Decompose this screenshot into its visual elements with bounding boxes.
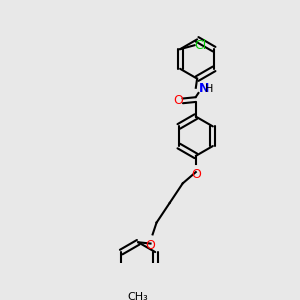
Text: O: O [191, 168, 201, 181]
Text: CH₃: CH₃ [128, 292, 148, 300]
Text: N: N [198, 82, 209, 95]
Text: O: O [146, 239, 155, 252]
Text: O: O [173, 94, 183, 107]
Text: Cl: Cl [194, 39, 207, 52]
Text: H: H [205, 84, 213, 94]
